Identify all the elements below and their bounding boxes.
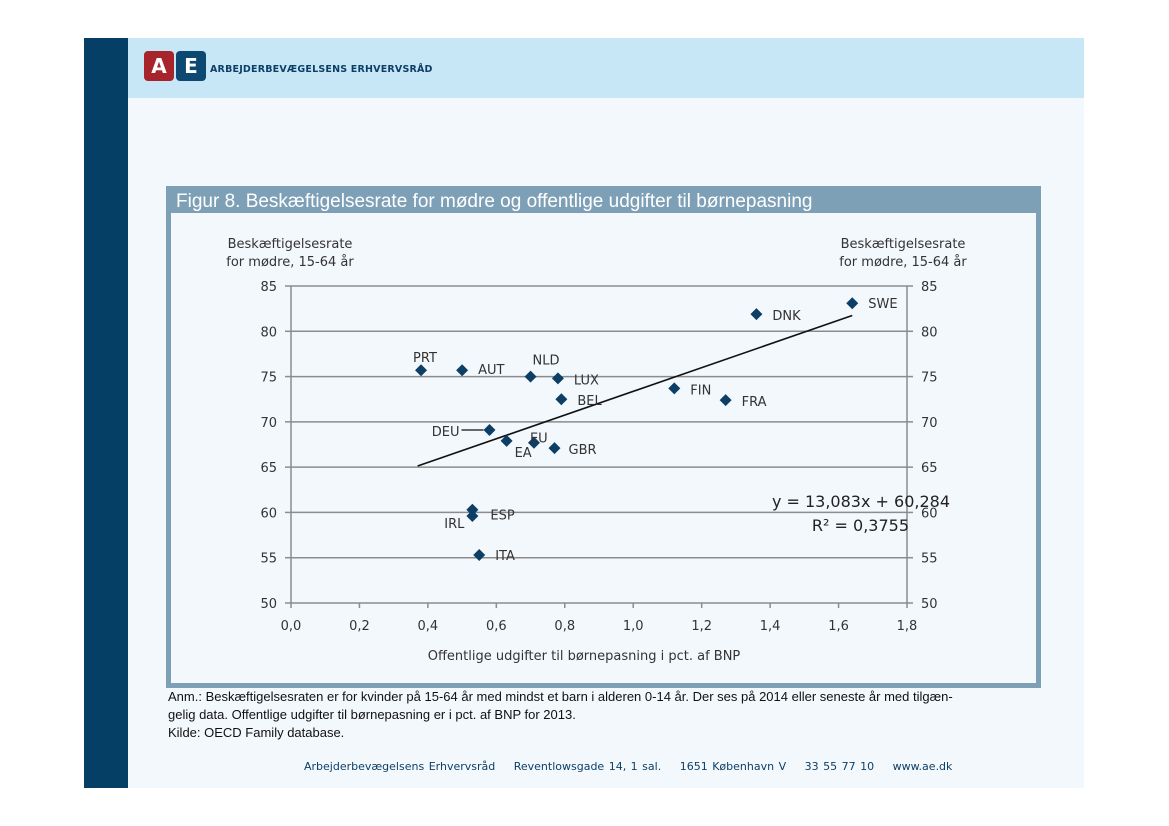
point-label-swe: SWE — [868, 297, 897, 312]
figure-title: Figur 8. Beskæftigelsesrate for mødre og… — [176, 191, 813, 212]
point-label-aut: AUT — [478, 363, 504, 378]
source-line: Kilde: OECD Family database. — [168, 725, 345, 740]
x-tick-label: 1,8 — [897, 619, 918, 634]
y-tick-label-right: 65 — [921, 461, 938, 476]
point-label-deu: DEU — [432, 425, 460, 440]
logo-letter-a: A — [144, 51, 174, 81]
figure-note: Anm.: Beskæftigelsesraten er for kvinder… — [168, 688, 1048, 742]
y-tick-label-right: 80 — [921, 325, 938, 340]
y-axis-label-right-line2: for mødre, 15-64 år — [839, 255, 967, 270]
figure-body: Beskæftigelsesrate for mødre, 15-64 år B… — [171, 213, 1036, 683]
x-tick-label: 1,2 — [691, 619, 712, 634]
data-point-ita — [473, 548, 486, 561]
point-label-irl: IRL — [444, 517, 465, 532]
y-tick-label-right: 55 — [921, 552, 938, 567]
x-tick-label: 0,4 — [418, 619, 439, 634]
scatter-chart: Beskæftigelsesrate for mødre, 15-64 år B… — [226, 237, 967, 664]
y-axis-label-left-line2: for mødre, 15-64 år — [226, 255, 354, 270]
point-label-gbr: GBR — [569, 443, 597, 458]
y-tick-label-left: 80 — [260, 325, 277, 340]
footer-org: Arbejderbevægelsens Erhvervsråd — [304, 760, 496, 773]
y-tick-label-left: 75 — [260, 371, 277, 386]
y-tick-label-right: 70 — [921, 416, 938, 431]
footer: Arbejderbevægelsens Erhvervsråd Reventlo… — [304, 760, 966, 773]
sidebar-bar — [84, 38, 128, 788]
y-tick-label-left: 50 — [260, 597, 277, 612]
y-tick-label-right: 50 — [921, 597, 938, 612]
point-label-dnk: DNK — [772, 309, 801, 324]
logo-letter-e: E — [176, 51, 206, 81]
page: A E ARBEJDERBEVÆGELSENS ERHVERVSRÅD Figu… — [84, 38, 1084, 788]
note-line-2: gelig data. Offentlige udgifter til børn… — [168, 707, 576, 722]
data-point-ea — [500, 434, 513, 447]
data-point-eu — [527, 436, 540, 449]
footer-phone: 33 55 77 10 — [804, 760, 875, 773]
data-point-esp — [466, 503, 479, 516]
x-tick-label: 1,0 — [623, 619, 644, 634]
brand-name: ARBEJDERBEVÆGELSENS ERHVERVSRÅD — [210, 64, 433, 75]
data-point-gbr — [548, 442, 561, 455]
y-tick-label-right: 60 — [921, 506, 938, 521]
data-point-swe — [846, 297, 859, 310]
y-tick-label-right: 75 — [921, 371, 938, 386]
data-point-aut — [456, 364, 469, 377]
x-tick-label: 0,6 — [486, 619, 507, 634]
figure-frame: Figur 8. Beskæftigelsesrate for mødre og… — [166, 186, 1041, 688]
y-tick-label-right: 85 — [921, 280, 938, 295]
footer-street: Reventlowsgade 14, 1 sal. — [513, 760, 662, 773]
point-label-eu: EU — [530, 432, 548, 447]
header: A E ARBEJDERBEVÆGELSENS ERHVERVSRÅD — [128, 38, 1084, 98]
y-tick-label-left: 65 — [260, 461, 277, 476]
y-axis-label-right: Beskæftigelsesrate for mødre, 15-64 år — [839, 237, 967, 270]
point-label-ea: EA — [515, 446, 532, 461]
point-label-lux: LUX — [574, 373, 599, 388]
point-label-nld: NLD — [533, 354, 560, 369]
y-tick-label-left: 70 — [260, 416, 277, 431]
y-axis-label-left-line1: Beskæftigelsesrate — [228, 237, 353, 252]
data-point-dnk — [750, 308, 763, 321]
data-point-deu — [483, 424, 496, 437]
x-tick-label: 1,4 — [760, 619, 781, 634]
y-axis-label-right-line1: Beskæftigelsesrate — [841, 237, 966, 252]
point-label-fra: FRA — [742, 395, 767, 410]
point-label-prt: PRT — [413, 351, 437, 366]
point-label-ita: ITA — [495, 549, 515, 564]
y-tick-label-left: 85 — [260, 280, 277, 295]
point-label-fin: FIN — [690, 383, 711, 398]
y-tick-label-left: 60 — [260, 506, 277, 521]
point-label-bel: BEL — [577, 394, 602, 409]
x-tick-label: 0,2 — [349, 619, 370, 634]
footer-city: 1651 København V — [679, 760, 787, 773]
data-point-fra — [719, 394, 732, 407]
footer-web[interactable]: www.ae.dk — [892, 760, 953, 773]
data-point-prt — [415, 364, 428, 377]
x-tick-label: 1,6 — [828, 619, 849, 634]
trendline — [417, 314, 853, 467]
ae-logo: A E — [144, 51, 206, 81]
data-point-lux — [551, 372, 564, 385]
note-line-1: Anm.: Beskæftigelsesraten er for kvinder… — [168, 689, 953, 704]
data-point-fin — [668, 382, 681, 395]
data-point-bel — [555, 393, 568, 406]
point-label-esp: ESP — [490, 509, 514, 524]
x-axis-label: Offentlige udgifter til børnepasning i p… — [428, 649, 741, 664]
trendline-equation: y = 13,083x + 60,284 — [772, 492, 950, 511]
y-tick-label-left: 55 — [260, 552, 277, 567]
x-tick-label: 0,0 — [281, 619, 302, 634]
x-tick-label: 0,8 — [554, 619, 575, 634]
data-point-nld — [524, 370, 537, 383]
trendline-r-squared: R² = 0,3755 — [812, 516, 909, 535]
y-axis-label-left: Beskæftigelsesrate for mødre, 15-64 år — [226, 237, 354, 270]
